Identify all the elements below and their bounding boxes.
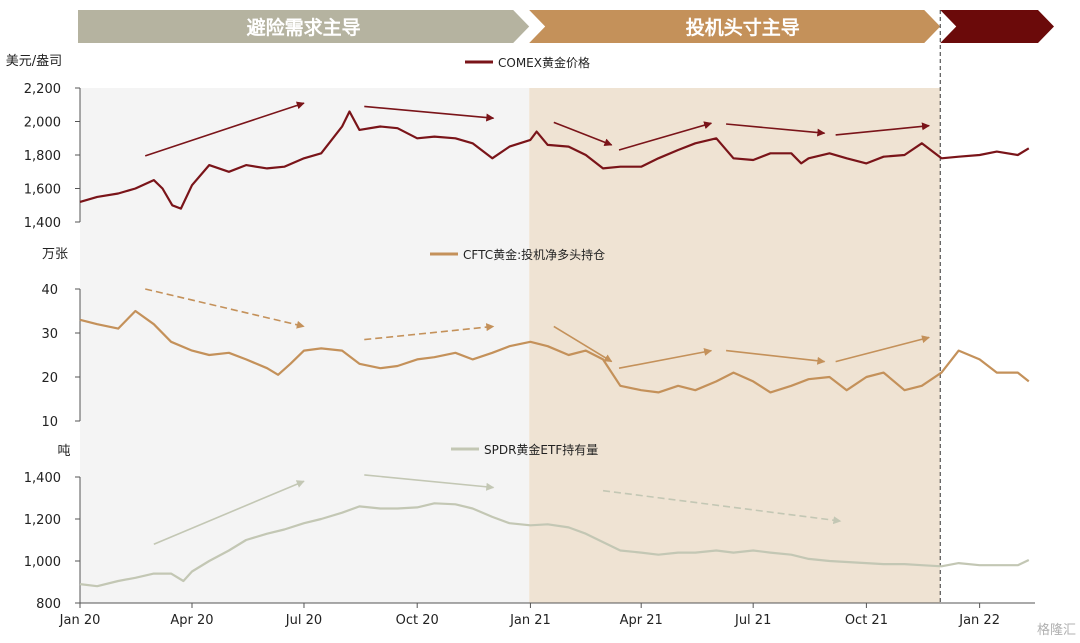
trend-arrow bbox=[602, 489, 842, 525]
x-tick-label: Oct 21 bbox=[845, 613, 888, 628]
y-tick-label: 2,000 bbox=[24, 116, 61, 131]
trend-arrow bbox=[553, 121, 613, 147]
phase-banner-label: 避险需求主导 bbox=[247, 16, 361, 39]
trend-arrows bbox=[144, 101, 930, 545]
x-tick-label: Jul 20 bbox=[285, 613, 322, 628]
legend-label: SPDR黄金ETF持有量 bbox=[484, 442, 598, 457]
x-tick-label: Jan 22 bbox=[958, 613, 1000, 628]
phase-background bbox=[940, 88, 1035, 603]
series-line bbox=[79, 110, 1030, 210]
axes bbox=[75, 10, 1035, 608]
y-tick-label: 30 bbox=[41, 327, 58, 342]
trend-arrow bbox=[364, 474, 495, 491]
phase-banner-label: 投机头寸主导 bbox=[686, 16, 800, 39]
trend-arrow bbox=[835, 335, 930, 363]
labels: 1,400 1,600 1,800 2,000 2,200 美元/盎司 COMEX黄金价格 1… bbox=[6, 54, 1000, 628]
trend-arrow bbox=[726, 349, 826, 365]
y-tick-label: 1,800 bbox=[24, 149, 61, 164]
y-tick-label: 20 bbox=[41, 371, 58, 386]
y-tick-label: 40 bbox=[41, 283, 58, 298]
y-tick-label: 1,400 bbox=[24, 471, 61, 486]
phase-banner-chevron bbox=[78, 10, 530, 43]
phase-banner: 避险需求主导 投机头寸主导 bbox=[78, 10, 1054, 43]
series-line bbox=[79, 502, 1030, 588]
phase-background bbox=[529, 88, 941, 603]
x-tick-label: Jul 21 bbox=[734, 613, 771, 628]
x-tick-label: Jan 20 bbox=[59, 613, 101, 628]
trend-arrow bbox=[153, 480, 305, 545]
trend-arrow bbox=[553, 325, 613, 363]
x-tick-label: Oct 20 bbox=[396, 613, 439, 628]
y-unit-label: 吨 bbox=[57, 444, 70, 459]
y-tick-label: 10 bbox=[41, 415, 58, 430]
y-unit-label: 万张 bbox=[42, 247, 68, 262]
trend-arrow bbox=[144, 101, 305, 157]
phase-backgrounds bbox=[80, 88, 1035, 603]
y-tick-label: 800 bbox=[36, 597, 61, 612]
series-line bbox=[79, 309, 1030, 394]
phase-banner-chevron bbox=[940, 10, 1054, 43]
y-tick-label: 1,600 bbox=[24, 183, 61, 198]
trend-arrow bbox=[835, 122, 930, 136]
trend-arrow bbox=[145, 288, 305, 329]
watermark-text: 格隆汇 bbox=[1037, 622, 1076, 638]
series-lines bbox=[79, 110, 1030, 588]
y-tick-label: 1,000 bbox=[24, 555, 61, 570]
legend-label: COMEX黄金价格 bbox=[498, 55, 590, 70]
trend-arrow bbox=[364, 105, 495, 122]
y-tick-label: 1,400 bbox=[24, 216, 61, 231]
y-tick-label: 1,200 bbox=[24, 513, 61, 528]
trend-arrow bbox=[726, 123, 826, 137]
x-tick-label: Apr 20 bbox=[170, 613, 213, 628]
trend-arrow bbox=[618, 348, 713, 369]
x-tick-label: Apr 21 bbox=[620, 613, 663, 628]
phase-background bbox=[80, 88, 530, 603]
y-tick-label: 2,200 bbox=[24, 82, 61, 97]
legend-label: CFTC黄金:投机净多头持仓 bbox=[463, 247, 605, 262]
x-tick-label: Jan 21 bbox=[509, 613, 551, 628]
y-unit-label: 美元/盎司 bbox=[6, 54, 62, 69]
phase-banner-chevron bbox=[529, 10, 941, 43]
trend-arrow bbox=[618, 121, 713, 151]
